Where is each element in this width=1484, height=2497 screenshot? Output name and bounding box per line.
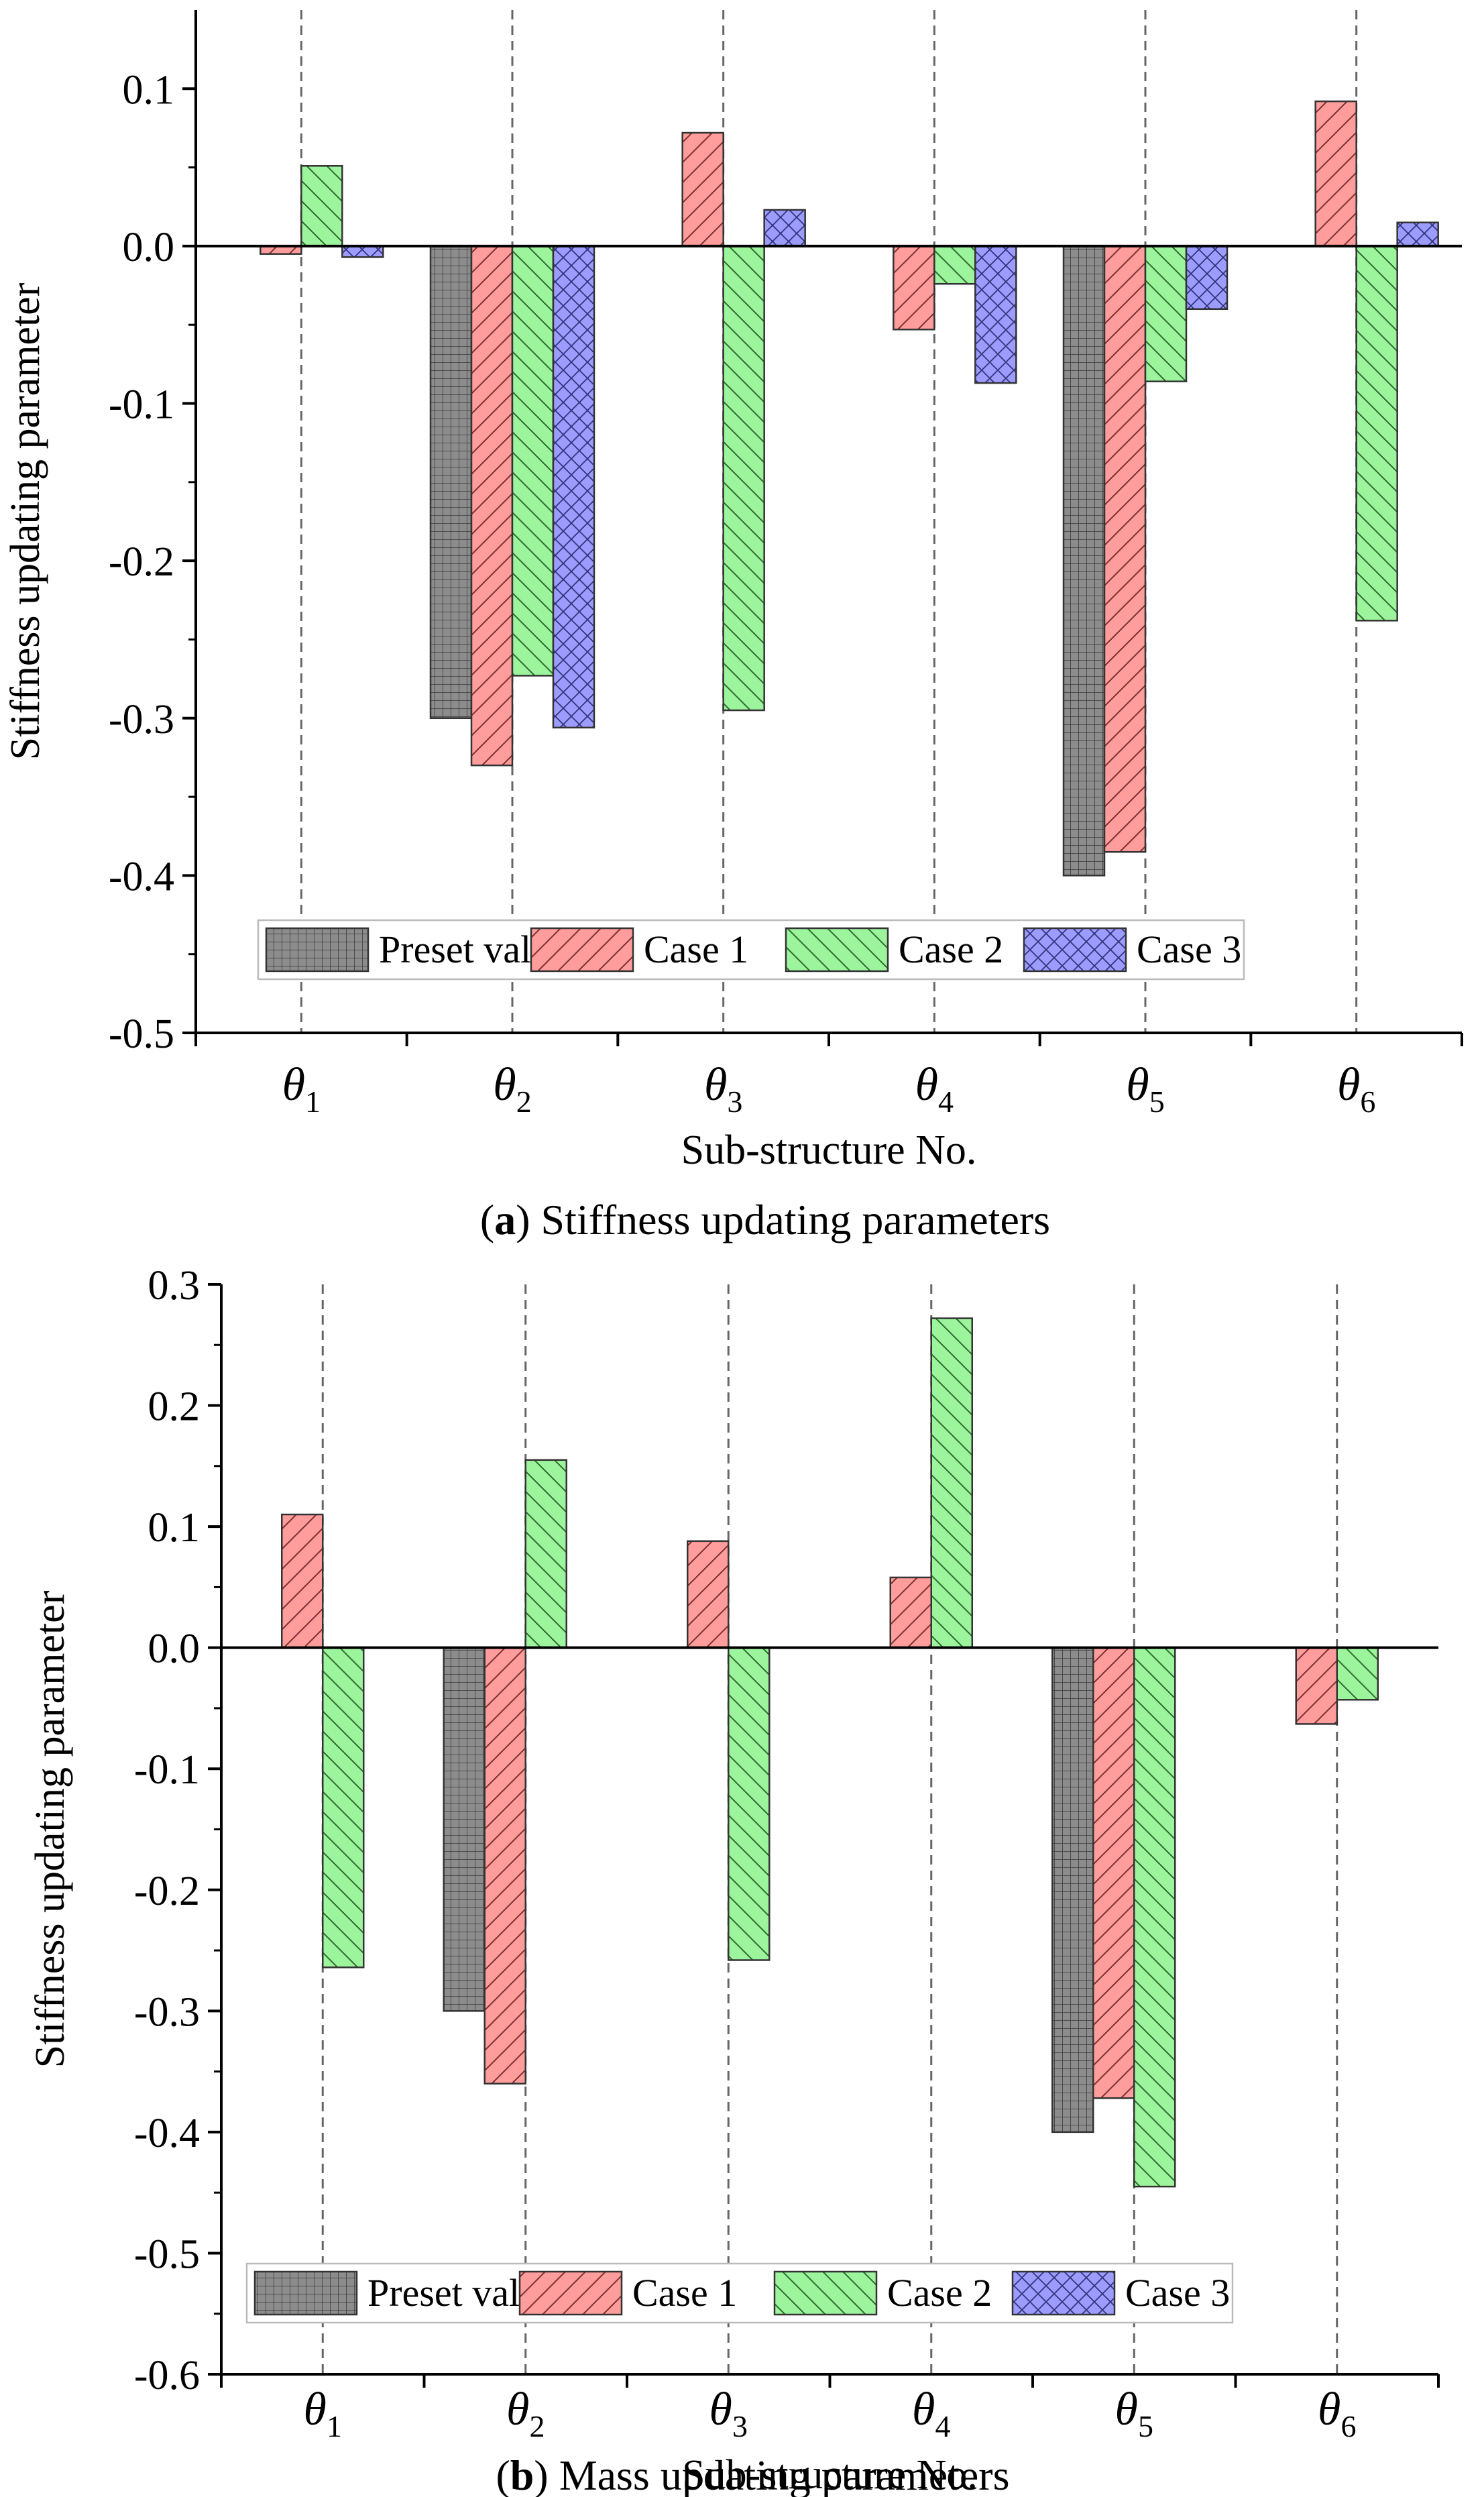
y-tick-label: 0.3	[148, 1263, 201, 1309]
legend-label-case-1: Case 1	[632, 2271, 737, 2315]
bar-case-2-4	[933, 245, 976, 285]
category-label: θ5	[1126, 1059, 1164, 1119]
y-tick-label: 0.1	[123, 67, 175, 113]
bar-case-1-6	[1314, 100, 1357, 247]
panel-caption: (a) Stiffness updating parameters	[480, 1196, 1050, 1243]
legend-label-case-3: Case 3	[1137, 928, 1241, 971]
y-tick-label: -0.1	[109, 382, 174, 428]
bar-case-2-1	[300, 165, 343, 247]
panel-b-mass-chart: 0.3 0.2 0.1 0.0 -0.1 -0.2 -0.3 -0.4 -0.5 -0.6 θ1 θ2…	[27, 1263, 1440, 2497]
bar-case-2-6	[1336, 1647, 1379, 1701]
y-tick-label: 0.0	[148, 1626, 201, 1672]
y-tick-label: -0.5	[109, 1011, 174, 1057]
bar-preset-value-2	[443, 1647, 486, 2012]
y-tick-label: -0.3	[109, 697, 174, 742]
bar-case-1-4	[893, 245, 935, 331]
bar-case-1-5	[1092, 1647, 1135, 2099]
bar-case-1-3	[681, 131, 724, 247]
legend-swatch-case-3	[1011, 2270, 1116, 2316]
category-label: θ3	[704, 1059, 742, 1119]
legend-swatch-case-1	[518, 2270, 623, 2316]
bar-case-2-3	[722, 245, 765, 712]
bar-preset-value-5	[1051, 1647, 1094, 2133]
bar-case-2-2	[524, 1459, 567, 1649]
legend-swatch-case-2	[785, 927, 889, 973]
bar-case-1-2	[470, 245, 514, 767]
category-label: θ5	[1115, 2384, 1153, 2443]
category-label: θ1	[304, 2384, 342, 2443]
category-label: θ1	[282, 1059, 321, 1119]
legend-swatch-case-1	[530, 927, 634, 973]
y-axis-title: Stiffness updating parameter	[27, 1590, 73, 2068]
bar-case-2-4	[930, 1317, 973, 1649]
bar-case-1-1	[281, 1513, 324, 1649]
legend-label-case-1: Case 1	[644, 928, 748, 971]
bar-preset-value-5	[1062, 245, 1106, 877]
y-tick-label: -0.5	[134, 2231, 200, 2277]
y-tick-label: -0.2	[109, 539, 174, 585]
category-label: θ6	[1337, 1059, 1375, 1119]
y-tick-label: 0.1	[148, 1505, 201, 1551]
y-tick-label: 0.0	[123, 225, 175, 270]
bar-case-2-3	[728, 1647, 770, 1961]
bar-case-1-5	[1103, 245, 1147, 853]
category-label: θ3	[709, 2384, 748, 2443]
panel-a-stiffness-chart: 0.1 0.0 -0.1 -0.2 -0.3 -0.4 -0.5 θ1 θ2 θ3 θ4 θ5 θ6 Su…	[3, 10, 1463, 1243]
y-tick-label: -0.3	[134, 1989, 200, 2035]
y-axis-title: Stiffness updating parameter	[3, 282, 48, 760]
legend-label-case-2: Case 2	[899, 928, 1003, 971]
category-label: θ4	[915, 1059, 954, 1119]
x-axis-title: Sub-structure No.	[682, 2452, 978, 2497]
category-label: θ6	[1318, 2384, 1356, 2443]
legend-swatch-case-2	[773, 2270, 878, 2316]
bar-case-3-2	[552, 245, 595, 729]
legend-label-case-2: Case 2	[887, 2271, 992, 2315]
bar-case-2-5	[1133, 1647, 1176, 2188]
category-label: θ2	[506, 2384, 545, 2443]
bar-case-3-4	[974, 245, 1017, 384]
bar-case-3-5	[1185, 245, 1229, 311]
legend-swatch-preset-value	[265, 927, 369, 973]
bar-case-1-4	[889, 1576, 932, 1649]
y-tick-label: -0.6	[134, 2353, 200, 2398]
bar-case-1-2	[483, 1647, 526, 2085]
legend-swatch-case-3	[1023, 927, 1127, 973]
panel-caption: (b) Mass updating parameters	[496, 2451, 1009, 2497]
y-tick-label: 0.2	[148, 1384, 201, 1430]
category-label: θ4	[912, 2384, 950, 2443]
bar-case-1-3	[687, 1540, 730, 1649]
bar-case-3-6	[1396, 221, 1439, 247]
bar-preset-value-2	[429, 245, 473, 720]
x-axis-title: Sub-structure No.	[681, 1127, 977, 1173]
y-tick-label: -0.2	[134, 1869, 200, 1914]
y-tick-label: -0.4	[109, 854, 174, 899]
category-label: θ2	[493, 1059, 531, 1119]
legend-label-case-3: Case 3	[1125, 2271, 1230, 2315]
y-tick-label: -0.1	[134, 1747, 200, 1793]
legend-swatch-preset-value	[253, 2270, 358, 2316]
bar-case-3-3	[763, 209, 806, 247]
bar-case-3-1	[341, 245, 384, 258]
bar-case-2-6	[1355, 245, 1398, 622]
bar-case-1-6	[1295, 1647, 1338, 1725]
bar-case-2-5	[1144, 245, 1188, 382]
bar-case-2-1	[322, 1647, 365, 1968]
bar-case-2-2	[511, 245, 555, 677]
y-tick-label: -0.4	[134, 2111, 200, 2156]
